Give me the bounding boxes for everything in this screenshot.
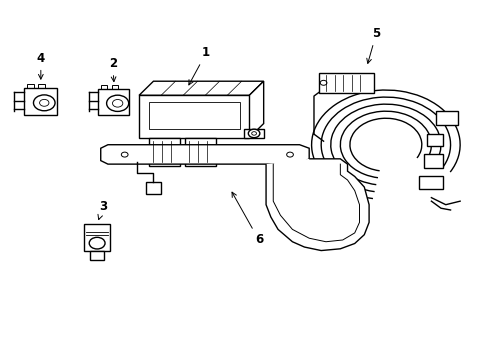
Polygon shape	[265, 159, 368, 251]
Polygon shape	[139, 81, 263, 95]
Polygon shape	[435, 111, 457, 125]
Polygon shape	[244, 129, 263, 138]
Polygon shape	[98, 89, 129, 115]
Polygon shape	[426, 134, 443, 147]
Polygon shape	[101, 145, 308, 164]
Polygon shape	[424, 153, 443, 168]
Circle shape	[89, 237, 105, 249]
Text: 6: 6	[231, 192, 263, 247]
Polygon shape	[24, 88, 57, 115]
Circle shape	[33, 95, 55, 111]
Text: 2: 2	[108, 57, 117, 82]
Text: 1: 1	[188, 46, 210, 85]
Polygon shape	[184, 138, 215, 166]
Polygon shape	[90, 251, 104, 260]
Polygon shape	[318, 73, 373, 93]
Text: 5: 5	[366, 27, 380, 63]
Polygon shape	[311, 184, 337, 196]
Text: 4: 4	[37, 52, 45, 79]
Circle shape	[106, 95, 128, 112]
Polygon shape	[84, 224, 110, 251]
Polygon shape	[419, 176, 443, 189]
Polygon shape	[249, 81, 263, 138]
Circle shape	[248, 129, 259, 138]
Polygon shape	[148, 138, 180, 166]
Polygon shape	[139, 95, 249, 138]
Text: 3: 3	[98, 200, 107, 220]
Polygon shape	[146, 182, 160, 194]
